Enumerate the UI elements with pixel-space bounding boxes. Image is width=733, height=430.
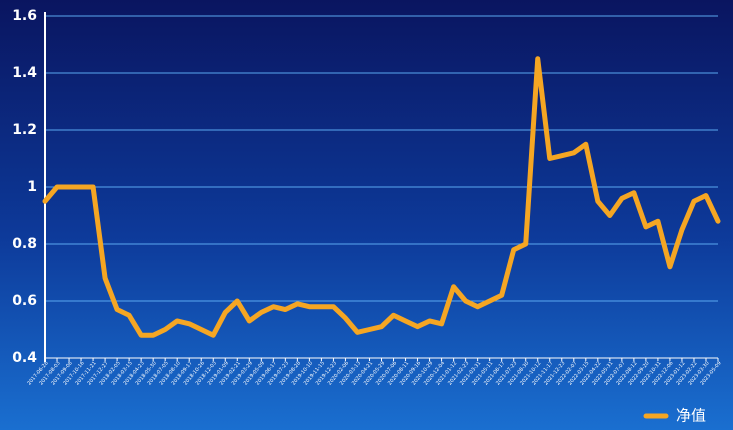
y-tick-label: 1: [27, 179, 37, 195]
y-tick-label: 0.6: [12, 293, 37, 309]
y-tick-label: 1.2: [12, 122, 37, 138]
y-tick-label: 0.4: [12, 350, 37, 366]
line: [42, 56, 721, 338]
y-tick-label: 1.6: [12, 8, 37, 24]
legend-label: 净值: [676, 407, 706, 425]
y-tick-label: 0.8: [12, 236, 37, 252]
y-tick-label: 1.4: [12, 65, 37, 81]
